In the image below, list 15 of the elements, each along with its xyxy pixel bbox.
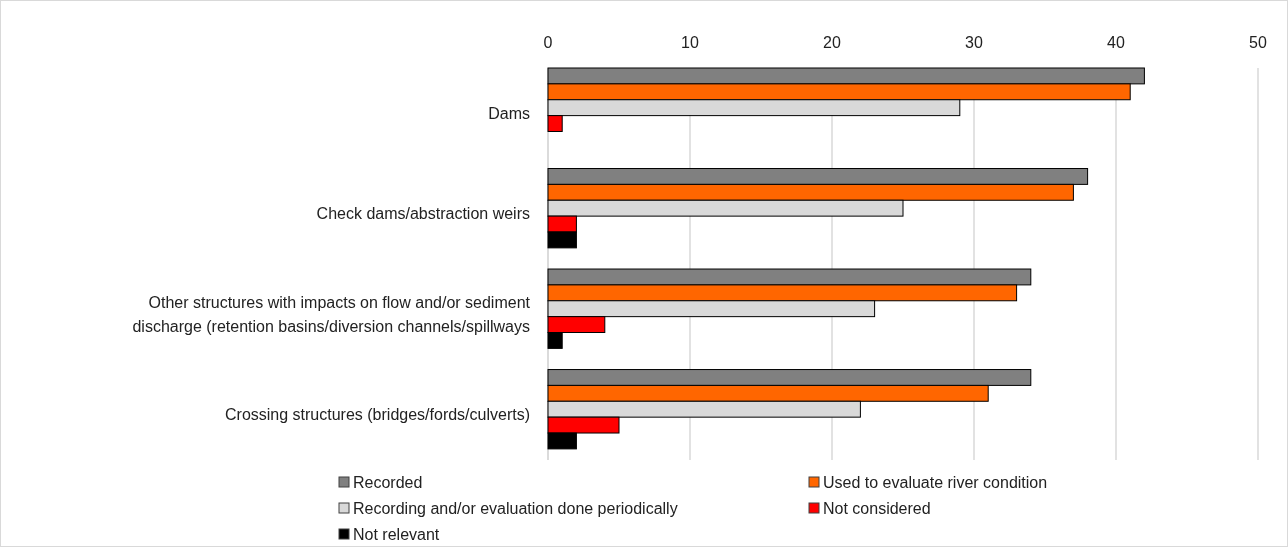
- legend-label: Not considered: [823, 499, 931, 517]
- x-tick-label: 0: [543, 34, 553, 51]
- x-tick-label: 20: [823, 34, 841, 51]
- y-tick-label: Other structures with impacts on flow and/or sediment discharge (retention basins/diversion channels/spillways: [132, 293, 531, 335]
- x-tick-label: 50: [1249, 34, 1267, 51]
- legend-label: Recorded: [353, 473, 423, 491]
- x-tick-label: 10: [681, 34, 699, 51]
- x-tick-label: 30: [965, 34, 983, 51]
- y-tick-label: Crossing structures (bridges/fords/culverts): [225, 406, 530, 424]
- x-tick-label: 40: [1107, 34, 1125, 51]
- legend-label: Used to evaluate river condition: [823, 473, 1048, 491]
- y-tick-label: Dams: [488, 104, 530, 122]
- legend-label: Recording and/or evaluation done periodically: [353, 499, 678, 517]
- legend-label: Not relevant: [353, 525, 440, 543]
- y-tick-label: Check dams/abstraction weirs: [316, 205, 530, 223]
